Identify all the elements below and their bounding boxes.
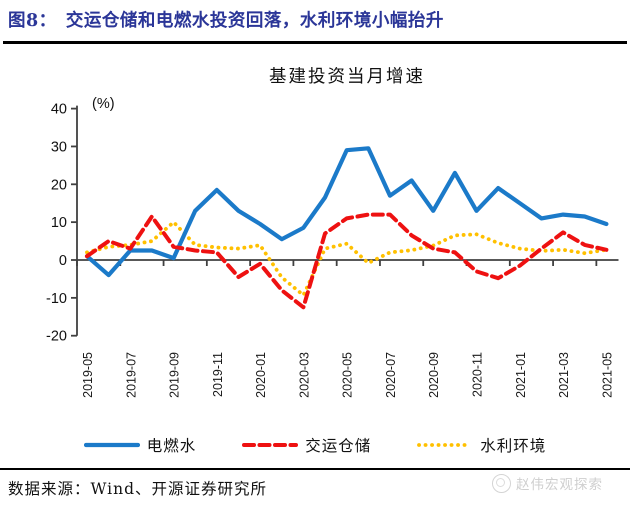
watermark-text: 赵伟宏观探索 [516,477,603,493]
line-chart: 基建投资当月增速 (%) 40 30 20 10 0 -10 -20 2019-05 2019-07… [46,67,619,398]
data-source-note: 数据来源：Wind、开源证券研究所 [8,480,268,498]
legend-item-water-env: 水利环境 [417,434,546,456]
legend-marker-water-env [417,443,474,447]
y-tick-label: -20 [46,329,67,345]
series-line-water-env [85,220,609,298]
chart-title: 基建投资当月增速 [269,67,425,87]
figure-title: 图8： 交运仓储和电燃水投资回落，水利环境小幅抬升 [8,11,444,31]
legend-marker-transport [242,443,299,447]
x-tick-label: 2020-01 [254,352,268,398]
footer-divider [0,468,630,471]
x-tick-label: 2020-03 [297,352,311,398]
chart-legend: 电燃水 交运仓储 水利环境 [0,432,630,458]
watermark-logo-icon [492,473,511,493]
legend-item-utilities: 电燃水 [83,434,197,456]
legend-item-transport: 交运仓储 [242,434,371,456]
legend-label: 水利环境 [480,437,547,455]
watermark: 赵伟宏观探索 [492,473,603,493]
y-tick-label: 0 [59,253,67,269]
x-tick-label: 2021-01 [514,352,528,398]
y-tick-label: 20 [51,177,67,193]
x-tick-label: 2020-07 [384,352,398,398]
header-divider [3,41,627,44]
legend-marker-utilities [83,442,140,448]
x-tick-label: 2020-11 [471,352,485,397]
y-tick-label: 10 [51,215,67,231]
x-tick-label: 2019-09 [168,352,182,398]
x-tick-label: 2019-05 [81,352,95,398]
unit-label: (%) [92,96,115,112]
legend-label: 交运仓储 [305,437,372,455]
x-tick-label: 2019-11 [211,352,225,397]
series-line-utilities [84,146,609,278]
x-tick-label: 2020-05 [341,352,355,398]
y-tick-label: 40 [51,102,67,118]
x-tick-label: 2019-07 [124,352,138,398]
x-tick-label: 2021-05 [600,352,614,398]
legend-label: 电燃水 [146,437,197,455]
x-tick-label: 2021-03 [557,352,571,398]
x-tick-label: 2020-09 [427,352,441,398]
series-line-transport [85,212,609,310]
y-tick-label: 30 [51,139,67,155]
y-tick-label: -10 [46,291,67,307]
